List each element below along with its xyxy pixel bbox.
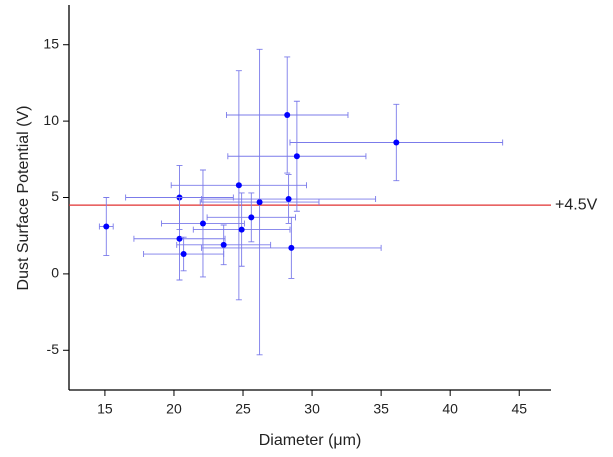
- point: [393, 139, 400, 146]
- x-tick-label: 20: [166, 401, 182, 417]
- point: [176, 235, 183, 242]
- x-tick-label: 40: [442, 401, 458, 417]
- point: [103, 223, 110, 230]
- point: [288, 244, 295, 251]
- x-tick-label: 25: [235, 401, 251, 417]
- point: [256, 199, 263, 206]
- point: [293, 153, 300, 160]
- y-tick-label: 5: [51, 188, 59, 204]
- point: [180, 251, 187, 258]
- y-tick-label: -5: [47, 341, 60, 357]
- y-tick-label: 0: [51, 265, 59, 281]
- y-tick-label: 15: [43, 35, 59, 51]
- x-tick-label: 30: [304, 401, 320, 417]
- y-axis-title: Dust Surface Potential (V): [15, 106, 32, 291]
- x-tick-label: 45: [511, 401, 527, 417]
- y-tick-label: 10: [43, 112, 59, 128]
- point: [248, 214, 255, 221]
- x-axis-title: Diameter (μm): [259, 432, 362, 449]
- point: [284, 112, 291, 118]
- point: [199, 220, 206, 227]
- x-tick-label: 15: [97, 401, 113, 417]
- point: [235, 182, 242, 189]
- reference-label: +4.5V: [555, 196, 598, 213]
- point: [238, 226, 245, 233]
- x-tick-label: 35: [373, 401, 389, 417]
- point: [285, 196, 292, 203]
- point: [220, 241, 227, 248]
